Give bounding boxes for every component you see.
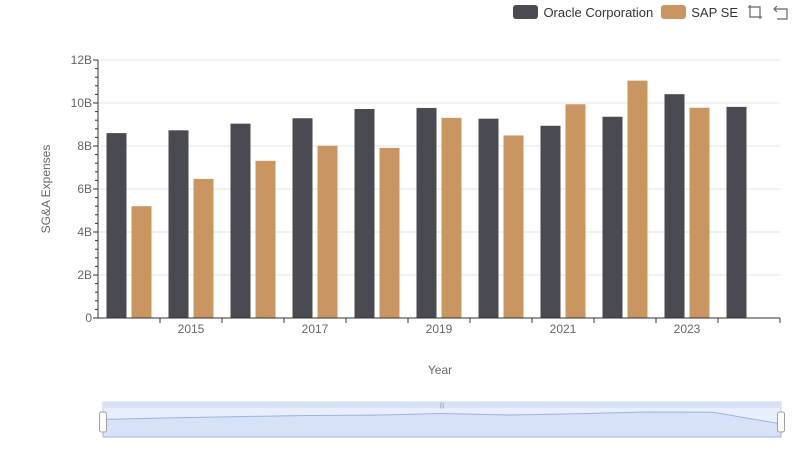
legend: Oracle Corporation SAP SE	[513, 3, 790, 21]
x-tick-label: 2017	[302, 322, 329, 336]
bar-sap-2016	[255, 160, 276, 318]
y-axis: 0 2B 4B 6B 8B 10B 12B	[71, 53, 99, 325]
x-tick-label: 2019	[426, 322, 453, 336]
legend-item-sap[interactable]: SAP SE	[661, 5, 738, 20]
bar-oracle-2014	[106, 133, 127, 318]
data-zoom-right-handle[interactable]	[777, 411, 785, 433]
legend-label-sap: SAP SE	[691, 4, 738, 20]
bar-sap-2014	[131, 206, 152, 318]
y-axis-label: SG&A Expenses	[39, 145, 53, 234]
data-zoom-left-handle[interactable]	[99, 411, 107, 433]
restore-icon[interactable]	[772, 3, 790, 21]
bar-oracle-2022	[602, 116, 623, 318]
bar-sap-2023	[689, 107, 710, 318]
bar-sap-2020	[503, 135, 524, 318]
x-tick-label: 2015	[178, 322, 205, 336]
bar-oracle-2023	[664, 94, 685, 318]
legend-item-oracle[interactable]: Oracle Corporation	[513, 5, 653, 20]
x-tick-label: 2023	[674, 322, 701, 336]
x-axis-label: Year	[428, 363, 452, 377]
y-tick-label: 4B	[77, 225, 92, 239]
bar-oracle-2021	[540, 125, 561, 318]
data-zoom-top-bar	[103, 402, 781, 408]
bar-oracle-2018	[354, 109, 375, 319]
data-zoom-slider[interactable]: |||	[99, 401, 785, 438]
bar-sap-2017	[317, 145, 338, 318]
y-tick-label: 8B	[77, 139, 92, 153]
bar-oracle-2020	[478, 118, 499, 318]
bar-sap-2018	[379, 147, 400, 318]
bar-sap-2019	[441, 117, 462, 319]
bars	[106, 80, 747, 319]
bar-oracle-2016	[230, 123, 251, 318]
bar-sap-2022	[627, 80, 648, 318]
bar-oracle-2019	[416, 107, 437, 318]
y-tick-label: 10B	[71, 96, 92, 110]
bar-oracle-2024	[726, 106, 747, 319]
bar-oracle-2015	[168, 130, 189, 318]
y-tick-label: 6B	[77, 182, 92, 196]
bar-sap-2015	[193, 178, 214, 318]
data-zoom-preview	[102, 411, 782, 438]
legend-label-oracle: Oracle Corporation	[543, 4, 654, 20]
y-tick-label: 2B	[77, 268, 92, 282]
legend-swatch-sap	[661, 5, 687, 19]
x-axis: 2015 2017 2019 2021 2023	[98, 317, 781, 336]
zoom-icon[interactable]	[746, 3, 764, 21]
bar-oracle-2017	[292, 118, 313, 318]
y-tick-label: 12B	[71, 53, 92, 67]
data-zoom-drag-handle: |||	[440, 403, 445, 409]
legend-swatch-oracle	[513, 5, 539, 19]
x-tick-label: 2021	[550, 322, 577, 336]
bar-sap-2021	[565, 104, 586, 318]
y-tick-label: 0	[85, 311, 92, 325]
